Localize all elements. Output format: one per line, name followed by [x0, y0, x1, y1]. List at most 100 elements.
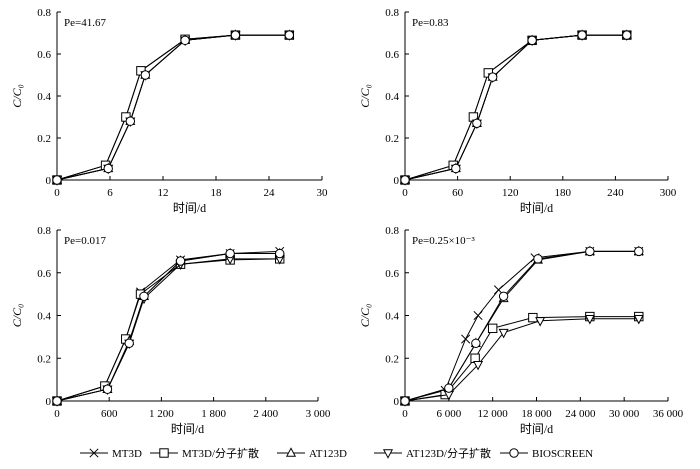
- legend-label: MT3D: [112, 448, 142, 460]
- data-point-bioscreen: [225, 248, 235, 259]
- x-tick-label: 12 000: [478, 408, 509, 420]
- series-line-at123d: [404, 34, 627, 181]
- y-axis-label: C/C₀: [358, 304, 372, 328]
- y-tick-label: 0.4: [385, 311, 399, 323]
- x-tick-label: 30 000: [609, 408, 640, 420]
- x-tick-label: 600: [101, 408, 118, 420]
- y-tick-label: 0.4: [37, 91, 51, 103]
- data-point-bioscreen: [284, 30, 295, 40]
- data-point-bioscreen: [498, 291, 509, 301]
- data-point-bioscreen: [52, 175, 62, 185]
- y-tick-label: 0.6: [37, 268, 51, 280]
- data-point-bioscreen: [102, 384, 113, 394]
- x-axis-label: 时间/d: [520, 422, 553, 436]
- y-tick-label: 0.4: [385, 91, 399, 103]
- legend-label: MT3D/分子扩散: [182, 446, 259, 460]
- data-point-bioscreen: [451, 163, 461, 174]
- data-point-at123d-分子扩散: [633, 315, 644, 325]
- chart-panel-2: 0 0.2 0.4 0.6 0.8 0 60 120 180 240 300 时间/d C/C₀ Pe=0…: [358, 7, 677, 215]
- y-tick-label: 0.8: [385, 7, 399, 19]
- series-line-mt3d-分子扩散: [404, 316, 639, 402]
- legend-marker-square: [159, 448, 169, 458]
- series-line-mt3d-分子扩散: [404, 34, 627, 181]
- data-point-bioscreen: [124, 338, 134, 348]
- x-tick-label: 3 000: [306, 408, 331, 420]
- x-axis-label: 时间/d: [520, 201, 553, 215]
- data-point-bioscreen: [52, 396, 62, 406]
- legend: MT3D MT3D/分子扩散 AT123D AT123D/分子扩散 BIOSCREEN: [80, 446, 593, 460]
- data-point-bioscreen: [400, 396, 410, 406]
- x-tick-label: 300: [660, 187, 677, 199]
- y-tick-label: 0.8: [385, 225, 399, 237]
- legend-marker-triangle-down: [382, 449, 394, 459]
- x-tick-label: 2 400: [253, 408, 278, 420]
- series-line-at123d-分子扩散: [56, 258, 280, 402]
- data-point-bioscreen: [139, 291, 149, 301]
- series-line-at123d-分子扩散: [56, 34, 290, 181]
- x-tick-label: 36 000: [653, 408, 684, 420]
- y-tick-label: 0: [46, 396, 52, 408]
- series-line-at123d-分子扩散: [404, 318, 639, 402]
- y-tick-label: 0.2: [37, 353, 51, 365]
- y-axis-label: C/C₀: [358, 84, 372, 108]
- y-axis-label: C/C₀: [10, 84, 24, 108]
- series-line-mt3d: [56, 34, 290, 181]
- data-point-bioscreen: [140, 70, 151, 80]
- series-line-bioscreen: [404, 34, 627, 181]
- legend-marker-x: [89, 448, 99, 458]
- pe-annotation: Pe=0.25×10⁻³: [412, 235, 475, 247]
- data-point-bioscreen: [230, 30, 241, 40]
- data-point-mt3d-分子扩散: [487, 323, 498, 334]
- x-tick-label: 240: [607, 187, 624, 199]
- x-tick-label: 24 000: [565, 408, 596, 420]
- y-tick-label: 0.2: [385, 133, 399, 145]
- x-tick-label: 18 000: [521, 408, 552, 420]
- legend-label: BIOSCREEN: [532, 448, 593, 460]
- y-tick-label: 0: [46, 175, 52, 187]
- x-tick-label: 18: [211, 187, 223, 199]
- y-tick-label: 0.8: [37, 225, 51, 237]
- y-tick-label: 0.2: [37, 133, 51, 145]
- data-point-at123d-分子扩散: [584, 315, 595, 325]
- data-point-bioscreen: [180, 35, 190, 46]
- data-point-bioscreen: [533, 254, 543, 264]
- legend-marker-circle: [509, 448, 519, 458]
- data-point-bioscreen: [275, 248, 285, 259]
- legend-marker-triangle-up: [285, 447, 297, 457]
- chart-panel-3: 0 0.2 0.4 0.6 0.8 0 600 1 200 1 800 2 400 3 000 时间/…: [10, 225, 331, 436]
- x-tick-label: 0: [54, 408, 60, 420]
- x-tick-label: 6 000: [436, 408, 461, 420]
- x-tick-label: 12: [158, 187, 169, 199]
- x-axis-label: 时间/d: [171, 422, 204, 436]
- y-tick-label: 0: [394, 175, 400, 187]
- series-line-bioscreen: [56, 34, 290, 181]
- data-point-bioscreen: [634, 246, 644, 257]
- data-point-at123d-分子扩散: [473, 360, 484, 371]
- data-point-bioscreen: [125, 116, 136, 126]
- data-point-bioscreen: [175, 256, 186, 266]
- x-tick-label: 1 200: [149, 408, 174, 420]
- series-line-mt3d-分子扩散: [56, 258, 280, 402]
- data-point-bioscreen: [471, 338, 481, 348]
- y-tick-label: 0.2: [385, 353, 399, 365]
- y-tick-label: 0.8: [37, 7, 51, 19]
- data-point-mt3d: [461, 334, 471, 344]
- data-point-bioscreen: [487, 72, 498, 82]
- pe-annotation: Pe=41.67: [64, 17, 106, 29]
- data-point-bioscreen: [103, 163, 113, 174]
- x-tick-label: 1 800: [201, 408, 226, 420]
- pe-annotation: Pe=0.017: [64, 235, 106, 247]
- legend-label: AT123D: [309, 448, 347, 460]
- data-point-at123d-分子扩散: [498, 328, 509, 339]
- y-tick-label: 0.6: [385, 268, 399, 280]
- y-tick-label: 0.4: [37, 311, 51, 323]
- x-tick-label: 180: [555, 187, 572, 199]
- x-tick-label: 6: [107, 187, 113, 199]
- data-point-bioscreen: [527, 35, 537, 46]
- y-tick-label: 0.6: [37, 49, 51, 61]
- series-line-mt3d: [404, 34, 627, 181]
- y-axis-label: C/C₀: [10, 304, 24, 328]
- data-point-bioscreen: [622, 30, 632, 40]
